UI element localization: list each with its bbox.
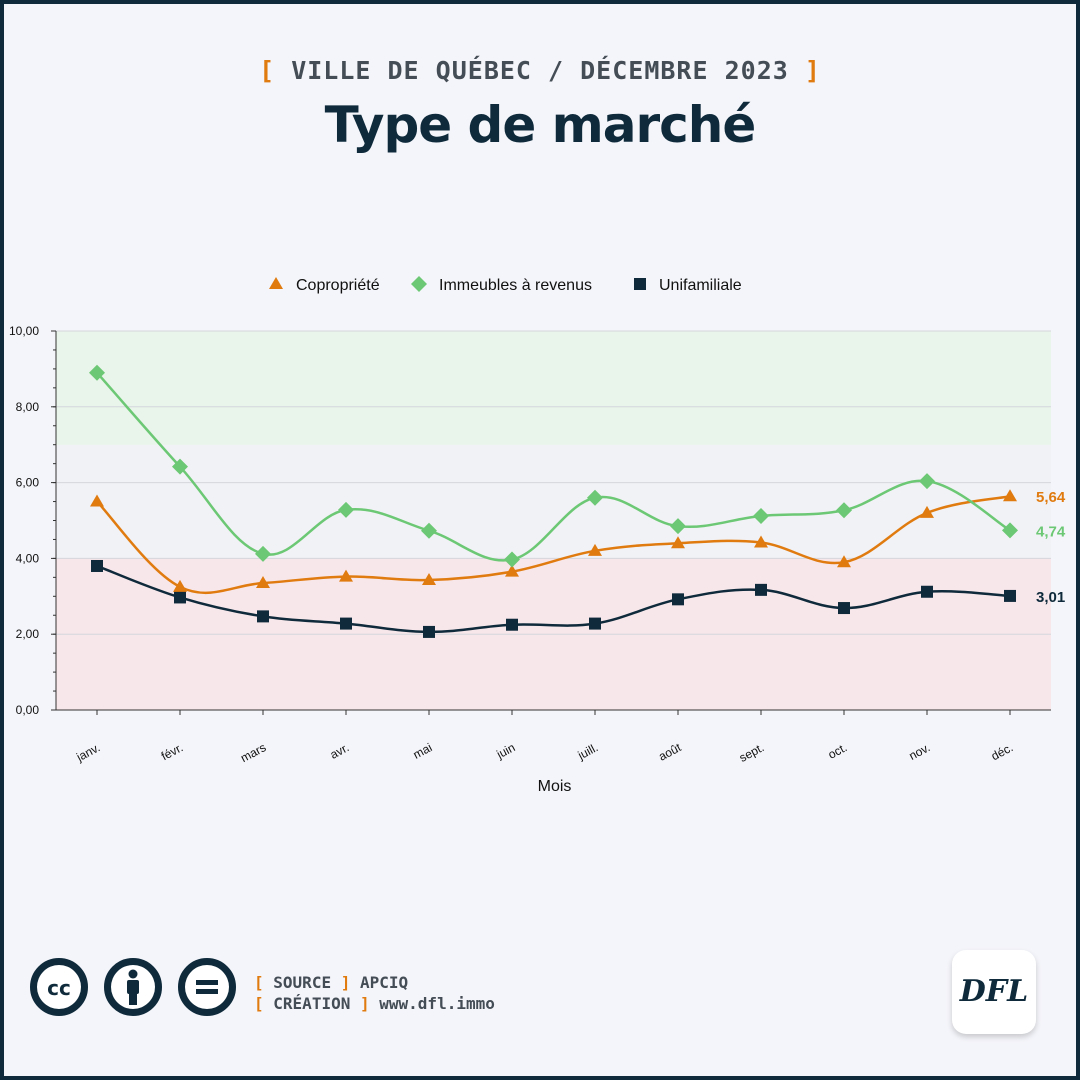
attribution-icon	[104, 958, 162, 1016]
creation-label: CRÉATION	[273, 994, 351, 1013]
x-tick-label: nov.	[907, 740, 933, 763]
data-point	[672, 593, 684, 606]
series-line	[96, 495, 1011, 595]
plot-band	[56, 444, 1051, 559]
data-point	[257, 610, 269, 623]
legend-label: Immeubles à revenus	[439, 277, 592, 294]
x-tick-label: juin	[493, 740, 517, 762]
dfl-logo: DFL	[952, 950, 1036, 1034]
data-point	[504, 551, 520, 568]
y-tick-label: 10,00	[9, 324, 39, 338]
data-point	[173, 579, 187, 592]
data-point	[91, 559, 103, 572]
data-point	[588, 543, 602, 556]
y-tick-label: 4,00	[16, 551, 40, 565]
credits: [ SOURCE ] APCIQ [ CRÉATION ] www.dfl.im…	[254, 973, 495, 1013]
data-point	[755, 583, 767, 596]
x-tick-label: mai	[411, 740, 435, 761]
x-tick-label: oct.	[826, 740, 850, 761]
bracket-open: [	[259, 56, 276, 85]
data-point	[505, 564, 519, 577]
x-tick-label: févr.	[159, 740, 186, 763]
legend-marker	[269, 277, 283, 289]
data-point	[256, 576, 270, 589]
data-point	[338, 501, 354, 518]
series-line	[96, 371, 1011, 562]
x-tick-label: mars	[238, 740, 268, 765]
x-tick-label: avr.	[328, 740, 352, 761]
data-point	[340, 617, 352, 630]
source-value: APCIQ	[360, 973, 409, 992]
x-tick-label: août	[656, 740, 684, 764]
data-point	[754, 535, 768, 548]
legend-marker	[411, 276, 427, 292]
data-point	[919, 473, 935, 490]
x-axis-title: Mois	[538, 778, 572, 795]
plot-band	[56, 331, 1051, 445]
data-point	[1004, 589, 1016, 602]
data-point	[920, 505, 934, 518]
data-point	[421, 522, 437, 539]
y-tick-label: 8,00	[16, 400, 40, 414]
no-derivatives-icon	[178, 958, 236, 1016]
legend-label: Unifamiliale	[659, 277, 742, 294]
data-point	[837, 555, 851, 568]
data-point	[838, 602, 850, 615]
y-tick-label: 2,00	[16, 627, 40, 641]
x-tick-label: sept.	[737, 740, 767, 765]
data-point	[174, 591, 186, 604]
header-subtitle: [ VILLE DE QUÉBEC / DÉCEMBRE 2023 ]	[4, 56, 1076, 85]
end-value-label: 4,74	[1036, 523, 1066, 540]
data-point	[1003, 489, 1017, 502]
data-point	[422, 573, 436, 586]
cc-icon: cc	[30, 958, 88, 1016]
data-point	[1002, 522, 1018, 539]
data-point	[506, 618, 518, 631]
data-point	[339, 569, 353, 582]
source-label: SOURCE	[273, 973, 332, 992]
creation-value: www.dfl.immo	[379, 994, 495, 1013]
data-point	[670, 518, 686, 535]
data-point	[587, 489, 603, 506]
data-point	[172, 458, 188, 475]
page-title: Type de marché	[324, 96, 757, 154]
cc-text: cc	[47, 976, 71, 1000]
y-tick-label: 6,00	[16, 476, 40, 490]
data-point	[255, 545, 271, 562]
data-point	[753, 507, 769, 524]
data-point	[423, 625, 435, 638]
y-tick-label: 0,00	[16, 703, 40, 717]
bracket-close: ]	[804, 56, 821, 85]
data-point	[921, 585, 933, 598]
subtitle-text: VILLE DE QUÉBEC / DÉCEMBRE 2023	[291, 56, 789, 85]
x-tick-label: janv.	[73, 740, 102, 764]
x-tick-label: juill.	[575, 740, 601, 763]
x-tick-label: déc.	[989, 740, 1016, 763]
data-point	[671, 536, 685, 549]
data-point	[836, 502, 852, 519]
legend-label: Copropriété	[296, 277, 380, 294]
data-point	[89, 364, 105, 381]
data-point	[90, 494, 104, 507]
end-value-label: 3,01	[1036, 589, 1065, 606]
series-line	[96, 564, 1011, 634]
data-point	[589, 617, 601, 630]
legend-marker	[634, 278, 646, 290]
end-value-label: 5,64	[1036, 489, 1066, 506]
